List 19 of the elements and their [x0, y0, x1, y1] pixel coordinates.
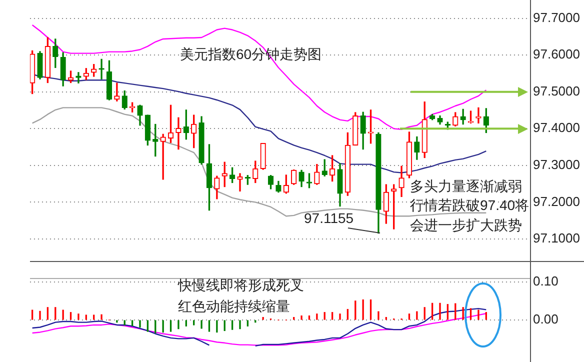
annotation: 红色动能持续缩量	[178, 298, 290, 314]
annotation: 行情若跌破97.40将	[410, 196, 530, 213]
y-tick-label: 97.4000	[533, 120, 580, 136]
y-tick-label: 0.10	[533, 273, 558, 288]
y-tick-label: 97.1000	[533, 230, 580, 246]
y-tick-label: 97.3000	[533, 157, 580, 172]
y-tick-label: 97.6000	[533, 46, 580, 62]
y-tick-label: 97.5000	[533, 83, 580, 98]
candlestick	[114, 82, 120, 102]
y-tick-label: 97.7000	[533, 10, 580, 25]
y-tick-label: 97.2000	[533, 194, 580, 209]
y-tick-label: 0.00	[533, 312, 558, 327]
annotation: 多头力量逐渐减弱	[410, 178, 522, 194]
annotation: 97.1155	[304, 210, 354, 226]
candlestick	[98, 58, 104, 80]
candlestick	[176, 117, 182, 150]
annotation: 会进一步扩大跌势	[410, 216, 522, 233]
candlestick	[160, 134, 166, 180]
annotation: 快慢线即将形成死叉	[177, 276, 304, 293]
